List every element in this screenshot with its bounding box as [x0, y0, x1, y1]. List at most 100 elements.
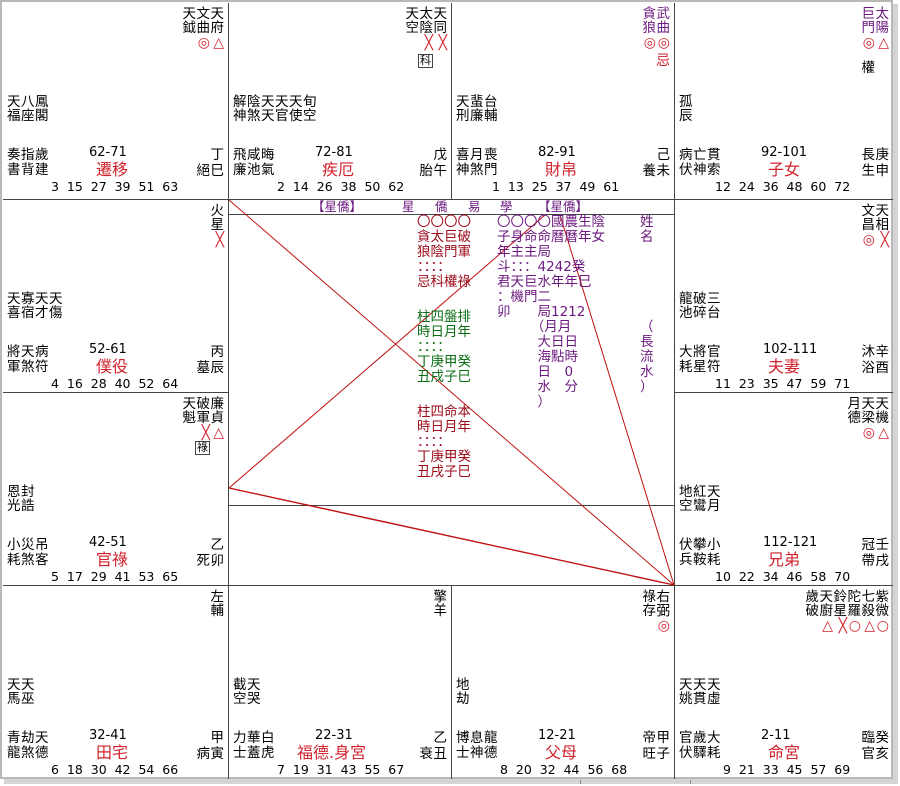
minor-star-char: 空 [679, 498, 693, 514]
stem-branch-char: 酉 [875, 360, 890, 376]
main-star-char: 破 [196, 396, 211, 412]
main-star-char: 陽 [875, 20, 890, 36]
decade-range: 102-111 [763, 342, 818, 357]
minor-star-char: 宿 [21, 305, 35, 321]
minor-star-char: 天 [35, 291, 49, 307]
minor-star-char: 福 [7, 108, 21, 124]
life-stage: 墓 [196, 360, 211, 376]
birth-pillar-line: 丑戌子巳 [417, 464, 471, 480]
minor-star-char: 碎 [693, 305, 707, 321]
info-line: 大日日 [497, 334, 578, 350]
brightness-mark: ╳ [201, 425, 210, 441]
brightness-mark: ╳ [880, 232, 889, 248]
staff-star-char: 德 [484, 745, 498, 761]
main-star-char: 羊 [433, 603, 448, 619]
main-star-char: 巨 [861, 6, 876, 22]
main-star-char: 同 [433, 20, 448, 36]
life-stage: 絕 [196, 163, 211, 179]
life-stage: 衰 [419, 746, 434, 762]
name-line: 流 [640, 349, 654, 365]
staff-star-char: 驛 [693, 745, 707, 761]
staff-star-char: 災 [21, 537, 35, 553]
minor-star-char: 煞 [247, 108, 261, 124]
palace-guanlu[interactable]: 廉貞破軍天魁 △ ╳ 祿恩光封誥小耗災煞吊客 42-51 官祿 乙卯死 5 17 29 41 … [3, 393, 228, 585]
minor-star-char: 姚 [679, 691, 693, 707]
palace-jie[interactable]: 天同太陰天空 ╳ ╳ 科解神陰煞天天天官天使旬空飛廉咸池晦氣 72-81 疾厄戊午胎 2 1… [229, 3, 451, 199]
brightness-mark: △ [878, 35, 889, 51]
palace-ming[interactable]: 紫微七殺陀羅鈴星天廚歲破○△○╳△天姚天貫天虛官伏歲驛大耗2-11命宮癸亥臨官臨… [675, 586, 893, 779]
staff-star-char: 喜 [456, 147, 470, 163]
staff-star-char: 氣 [261, 162, 275, 178]
brightness-mark: △ [213, 35, 224, 51]
palace-name: 子女 [768, 160, 801, 179]
info-line: （月月 [497, 319, 572, 335]
palace-name: 命宮 [768, 743, 801, 762]
staff-star-char: 力 [233, 730, 247, 746]
staff-star-char: 息 [470, 730, 484, 746]
palace-cai[interactable]: 武曲貪狼 ◎ ◎ 忌天刑蜚廉台輔喜神月煞喪門 82-91 財帛己未養 1 13 25 37 … [452, 3, 674, 199]
life-stage-char: 帝 [642, 730, 657, 746]
pillar-line: 丑戌子巳 [417, 369, 471, 385]
grid-line [3, 585, 893, 586]
sihua-badge: 忌 [656, 53, 670, 69]
minor-star-char: 地 [456, 677, 470, 693]
minor-star-char: 巫 [21, 691, 35, 707]
main-star-char: 太 [875, 6, 890, 22]
decade-range: 82-91 [538, 145, 576, 160]
main-star-char: 曲 [656, 20, 671, 36]
stem-branch-char: 乙 [210, 537, 225, 553]
brand-label: 【星僑】 [312, 199, 363, 214]
main-star-char: 月 [847, 396, 862, 412]
grid-line [228, 3, 229, 779]
flow-years: 5 17 29 41 53 65 [51, 569, 179, 584]
main-star-char: 文 [196, 6, 211, 22]
main-star-char: 歲 [805, 589, 820, 605]
palace-puyi[interactable]: 火星 ╳ 天喜寡宿天才天傷將軍天煞病符 52-61 僕役丙辰墓 4 16 28 40 52… [3, 200, 228, 392]
palace-qianyi[interactable]: 天府文曲天鉞 △ ◎ 天福八座鳳閣奏書指背歲建 62-71 遷移丁巳絕 3 15 27 39… [3, 3, 228, 199]
stem-branch-char: 子 [656, 746, 671, 762]
staff-star-char: 士 [233, 745, 247, 761]
sihua-line: ：：：： [417, 259, 451, 275]
minor-star-char: 辰 [679, 108, 693, 124]
staff-star-char: 神 [693, 162, 707, 178]
main-star-char: 殺 [861, 603, 876, 619]
stem-branch-char: 申 [875, 163, 890, 179]
name-line: ） [640, 379, 654, 395]
pillar-line: 丁庚甲癸 [417, 354, 471, 370]
minor-star-char: 才 [35, 305, 49, 321]
minor-star-char: 喜 [7, 305, 21, 321]
staff-star-char: 耗 [679, 359, 693, 375]
palace-fude[interactable]: 擎羊截空天哭力士華蓋白虎 22-31 福德.身宮 乙丑衰 7 19 31 43 55 6… [229, 586, 451, 779]
staff-star-char: 月 [470, 147, 484, 163]
palace-tianzhai[interactable]: 左輔天馬天巫青龍劫煞天德 32-41 田宅甲寅病 6 18 30 42 54 66 [3, 586, 228, 779]
staff-star-char: 官 [707, 344, 721, 360]
stem-branch-char: 丙 [210, 344, 225, 360]
main-star-char: 天 [182, 396, 197, 412]
life-stage-char: 冠 [861, 537, 876, 553]
header-char: 易 [468, 199, 481, 214]
minor-star-char: 刑 [456, 108, 470, 124]
staff-star-char: 耗 [707, 745, 721, 761]
main-star-char: 微 [875, 603, 890, 619]
brightness-mark: △ [213, 425, 224, 441]
main-star-char: 星 [210, 217, 225, 233]
minor-star-char: 天 [49, 291, 63, 307]
line-ming-qianyi [228, 199, 675, 586]
minor-star-char: 天 [707, 484, 721, 500]
minor-star-char: 天 [261, 94, 275, 110]
main-star-char: 軍 [196, 410, 211, 426]
brightness-mark: △ [878, 425, 889, 441]
stem-branch-char: 壬 [875, 537, 890, 553]
minor-star-char: 恩 [7, 484, 21, 500]
main-star-char: 陰 [419, 20, 434, 36]
staff-star-char: 龍 [484, 730, 498, 746]
name-blank [637, 245, 657, 315]
main-star-char: 府 [210, 20, 225, 36]
staff-star-char: 士 [456, 745, 470, 761]
life-stage: 胎 [419, 163, 434, 179]
life-stage-char: 帶 [861, 553, 876, 569]
